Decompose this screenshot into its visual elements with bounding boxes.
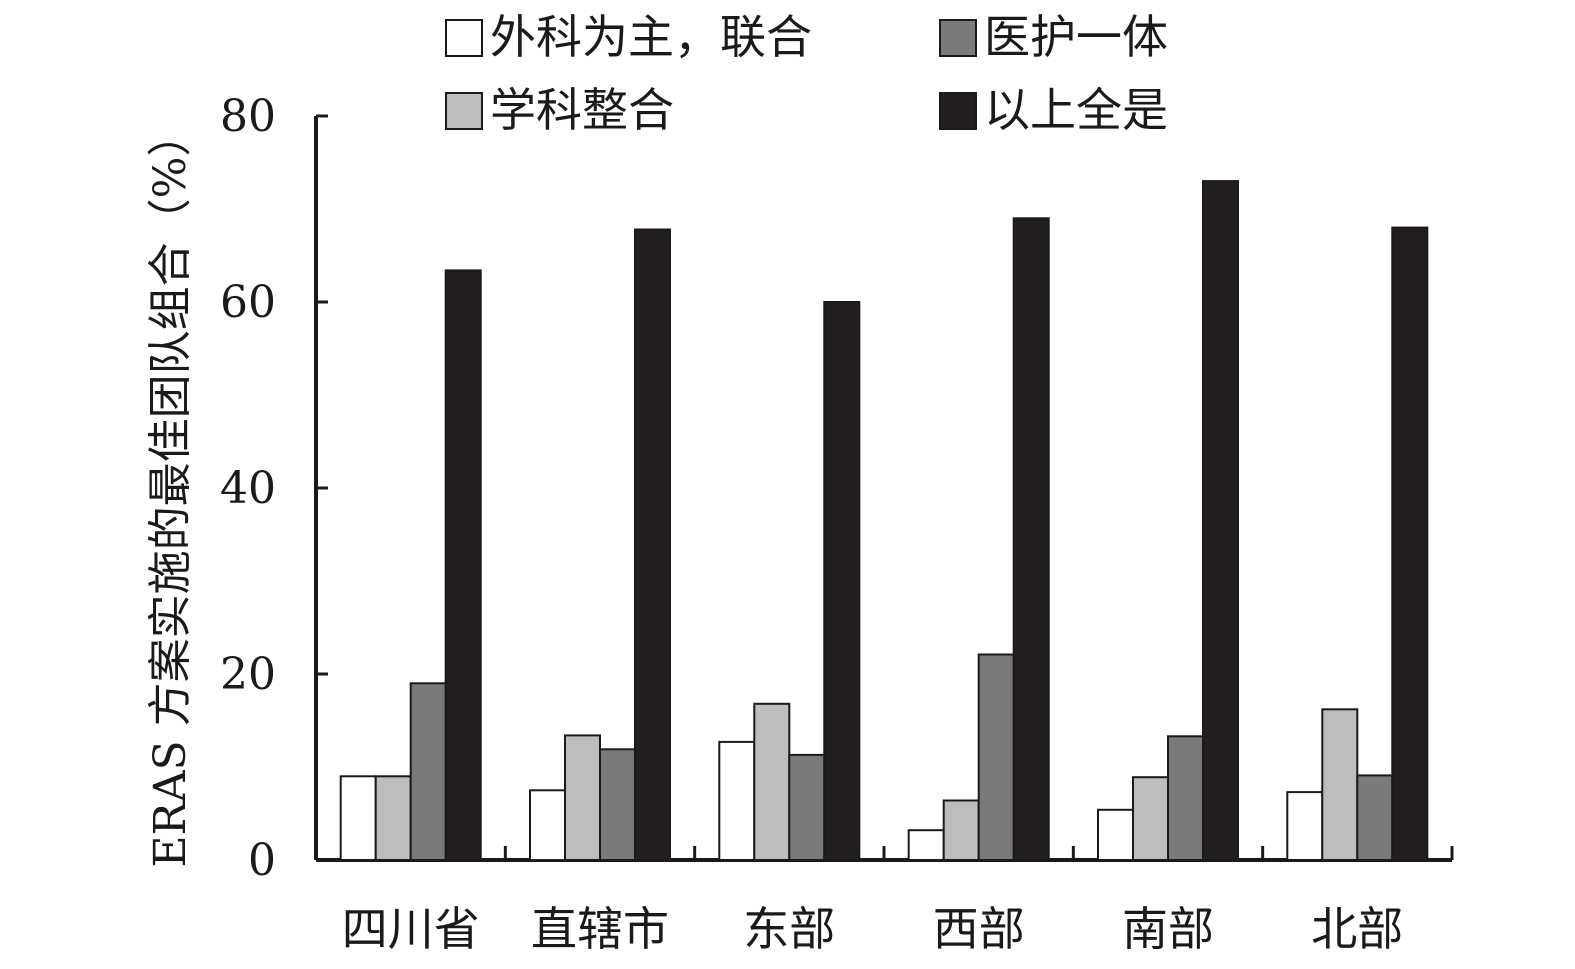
legend-swatch — [445, 92, 483, 130]
legend-swatch — [939, 92, 977, 130]
y-axis-label: ERAS 方案实施的最佳团队组合（%） — [145, 113, 196, 868]
x-tick-label: 直辖市 — [531, 902, 669, 956]
y-tick-label: 0 — [248, 835, 276, 886]
bar-2-5 — [1132, 776, 1169, 862]
bar-1-2 — [529, 789, 566, 862]
y-tick-label: 20 — [220, 649, 276, 700]
x-tick-label: 北部 — [1311, 902, 1403, 956]
bar-4-3 — [823, 301, 861, 861]
bar-2-3 — [753, 702, 791, 861]
bar-2-1 — [374, 775, 412, 861]
bar-4-2 — [634, 228, 671, 861]
x-tick-labels: 四川省 直辖市 东部 西部 南部 北部 — [342, 902, 1404, 956]
bar-3-4 — [977, 653, 1015, 861]
bar-3-1 — [409, 682, 447, 861]
bar-3-5 — [1167, 735, 1204, 861]
bars — [339, 180, 1429, 862]
x-tick-label: 南部 — [1122, 902, 1214, 956]
bar-1-4 — [907, 829, 945, 862]
legend-label: 以上全是 — [984, 83, 1168, 137]
bar-2-6 — [1321, 708, 1359, 861]
bar-4-4 — [1012, 217, 1050, 862]
axes: 0 20 40 60 80 — [220, 91, 1454, 886]
bar-3-6 — [1356, 774, 1394, 862]
bar-1-6 — [1286, 791, 1324, 861]
bar-4-5 — [1202, 180, 1239, 862]
y-tick-label: 60 — [220, 277, 276, 328]
y-axis-label-group: ERAS 方案实施的最佳团队组合（%） — [145, 113, 196, 868]
x-tick-label: 东部 — [743, 902, 835, 956]
legend-swatch — [445, 19, 483, 57]
y-tick-label: 40 — [220, 463, 276, 514]
bar-4-1 — [444, 269, 482, 861]
bar-3-2 — [599, 748, 636, 861]
bar-4-6 — [1391, 226, 1429, 862]
y-tick-label: 80 — [220, 91, 276, 142]
bar-1-1 — [339, 775, 377, 861]
legend-label: 医护一体 — [984, 10, 1168, 64]
x-tick-label: 西部 — [933, 902, 1025, 956]
bar-2-4 — [942, 799, 980, 861]
legend-swatch — [939, 19, 977, 57]
bar-2-2 — [564, 734, 601, 862]
bar-1-3 — [718, 740, 756, 862]
bar-1-5 — [1097, 808, 1134, 861]
x-tick-label: 四川省 — [342, 902, 480, 956]
legend-label: 学科整合 — [490, 83, 674, 137]
bar-3-3 — [788, 753, 826, 862]
legend-label: 外科为主，联合 — [490, 10, 812, 64]
